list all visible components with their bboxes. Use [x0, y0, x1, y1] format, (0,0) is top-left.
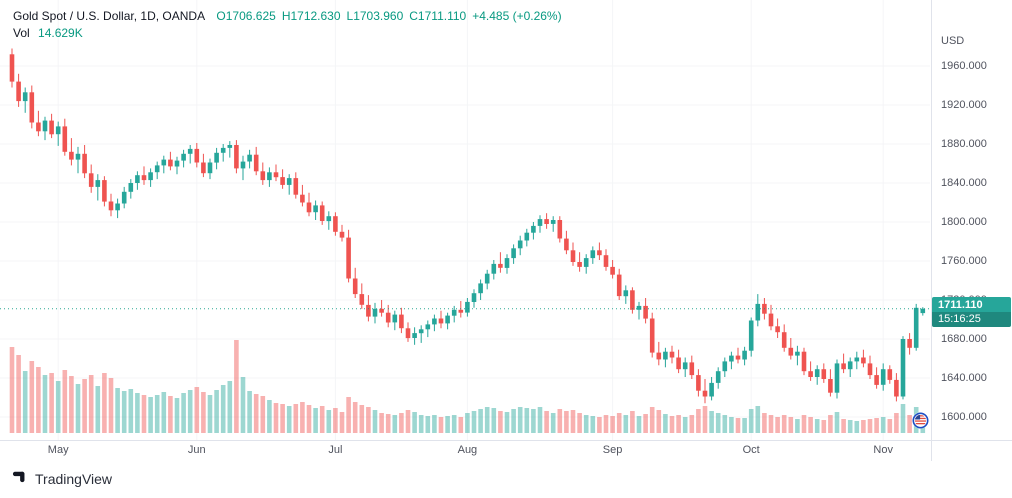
- time-tick-label: Jun: [187, 444, 206, 456]
- ohlc-values: O1706.625 H1712.630 L1703.960 C1711.110 +4.4…: [216, 9, 567, 23]
- close-value: C1711.110: [409, 9, 467, 23]
- symbol-legend: Gold Spot / U.S. Dollar, 1D, OANDA O1706…: [13, 8, 568, 42]
- time-axis[interactable]: May Jun Jul Aug Sep Oct Nov: [0, 441, 931, 462]
- time-tick-label: Nov: [873, 444, 893, 456]
- time-tick-label: Oct: [742, 444, 760, 456]
- axis-currency-label: USD: [941, 35, 965, 47]
- us-flag-event-icon[interactable]: [912, 412, 929, 429]
- tradingview-attribution[interactable]: TradingView: [12, 468, 112, 490]
- bar-countdown: 15:16:25: [932, 311, 1011, 327]
- volume-label[interactable]: Vol: [13, 26, 30, 40]
- symbol-title[interactable]: Gold Spot / U.S. Dollar, 1D, OANDA: [13, 9, 206, 23]
- low-value: L1703.960: [346, 9, 404, 23]
- price-tick-label: 1600.000: [941, 411, 987, 423]
- change-value: +4.485 (+0.26%): [472, 9, 562, 23]
- high-value: H1712.630: [281, 9, 341, 23]
- price-tick-label: 1800.000: [941, 216, 987, 228]
- price-tick-label: 1760.000: [941, 255, 987, 267]
- price-tick-label: 1680.000: [941, 333, 987, 345]
- price-tick-label: 1640.000: [941, 372, 987, 384]
- tradingview-logo-icon: [12, 468, 29, 490]
- time-tick-label: Sep: [602, 444, 623, 456]
- time-tick-label: Aug: [457, 444, 478, 456]
- volume-value: 14.629K: [38, 26, 83, 40]
- last-price-badge: 1711.110 15:16:25: [932, 296, 1011, 327]
- tradingview-wordmark: TradingView: [35, 471, 113, 487]
- time-tick-label: May: [47, 444, 69, 456]
- price-tick-label: 1840.000: [941, 177, 987, 189]
- open-value: O1706.625: [216, 9, 276, 23]
- price-chart-canvas[interactable]: [0, 0, 932, 440]
- price-axis-separator: [931, 0, 932, 461]
- time-axis-separator: [0, 440, 1012, 441]
- price-tick-label: 1920.000: [941, 99, 987, 111]
- price-tick-label: 1960.000: [941, 60, 987, 72]
- price-axis[interactable]: USD 1960.000 1920.000 1880.000 1840.000 1800…: [932, 0, 1012, 440]
- last-price-value: 1711.110: [932, 296, 1011, 312]
- time-tick-label: Jul: [328, 444, 343, 456]
- price-tick-label: 1880.000: [941, 138, 987, 150]
